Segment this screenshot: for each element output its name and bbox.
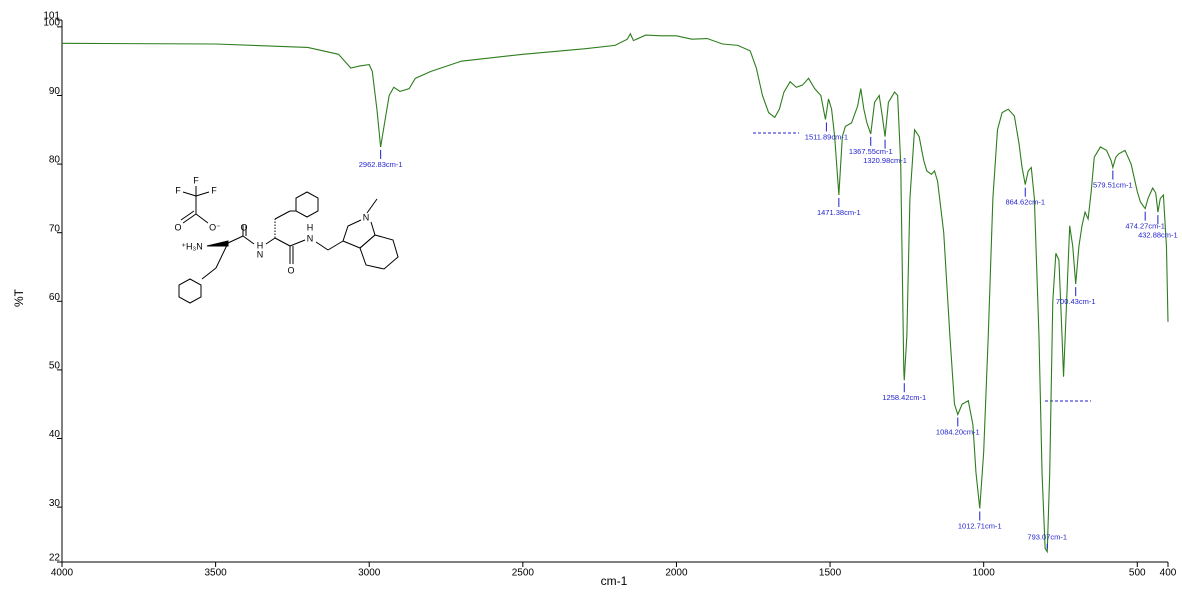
y-axis-label: %T	[12, 288, 26, 307]
y-tick-label: 30	[49, 498, 61, 509]
spectrum-line	[61, 32, 1169, 554]
x-tick-label: 1500	[819, 568, 842, 579]
x-tick-label: 1000	[973, 568, 996, 579]
peak-label: 864.62cm-1	[1005, 198, 1045, 207]
molecule	[178, 186, 399, 304]
y-tick-label: 50	[49, 361, 61, 372]
peak-label: 432.88cm-1	[1138, 231, 1178, 240]
peak-label: 793.07cm-1	[1027, 533, 1067, 542]
atom-label: H	[257, 240, 264, 250]
x-tick-label: 4000	[51, 568, 74, 579]
y-tick-label: 101	[43, 11, 60, 22]
atom-label: N	[257, 249, 264, 259]
peak-label: 579.51cm-1	[1093, 180, 1133, 189]
atom-label: ⁺H₃N	[181, 241, 202, 251]
peak-label: 1367.55cm-1	[849, 147, 893, 156]
peak-label: 2962.83cm-1	[359, 160, 403, 169]
y-tick-label: 90	[49, 86, 61, 97]
atom-label: N	[307, 233, 314, 243]
peak-label: 1511.89cm-1	[805, 132, 848, 141]
atom-label: N	[363, 212, 370, 222]
x-tick-label: 400	[1160, 568, 1177, 579]
atom-label: F	[211, 185, 217, 195]
y-tick-label: 70	[49, 223, 61, 234]
y-tick-label: 60	[49, 292, 61, 303]
baseline-markers	[753, 132, 1091, 402]
peak-label: 1084.20cm-1	[936, 427, 980, 436]
molecule-labels: F F F O O⁻ ⁺H₃N O N H O H N N	[174, 175, 369, 275]
atom-label: H	[307, 222, 314, 232]
atom-label: F	[175, 185, 181, 195]
peak-label: 1320.98cm-1	[863, 156, 907, 165]
x-tick-label: 3500	[204, 568, 227, 579]
peak-label: 474.27cm-1	[1125, 222, 1165, 231]
peak-label: 1258.42cm-1	[882, 393, 926, 402]
atom-label: O	[240, 222, 247, 232]
atom-label: O⁻	[209, 222, 221, 232]
y-tick-label: 80	[49, 155, 61, 166]
atom-label: O	[287, 265, 294, 275]
atom-label: F	[193, 175, 199, 185]
x-tick-label: 500	[1129, 568, 1146, 579]
x-tick-label: 3000	[358, 568, 381, 579]
x-axis-label: cm-1	[601, 574, 628, 588]
peak-label: 1012.71cm-1	[958, 521, 1002, 530]
peak-label: 700.43cm-1	[1056, 297, 1096, 306]
x-tick-label: 2000	[665, 568, 688, 579]
atom-label: O	[174, 222, 181, 232]
y-tick-label: 40	[49, 429, 61, 440]
y-tick-label: 100	[43, 18, 60, 29]
x-tick-label: 2500	[512, 568, 535, 579]
peak-label: 1471.38cm-1	[817, 208, 861, 217]
y-tick-label: 22	[49, 553, 61, 564]
